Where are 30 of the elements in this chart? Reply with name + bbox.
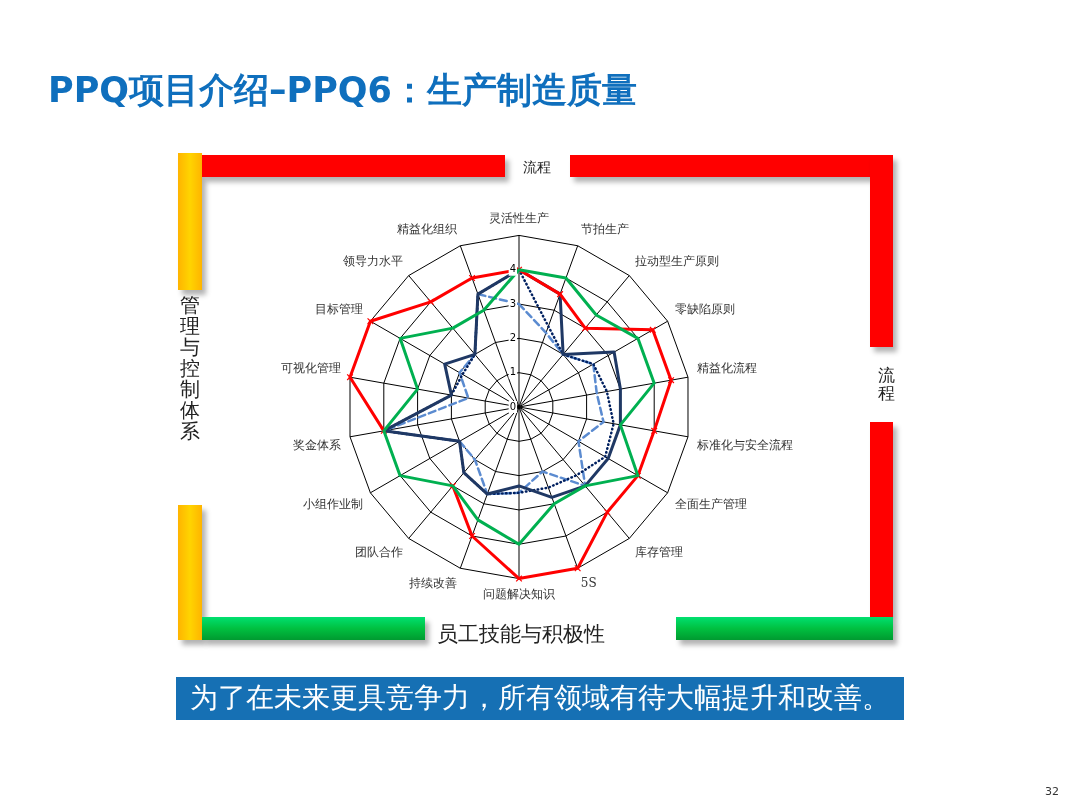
spoke-label: 5S [580,576,597,591]
spoke-label: 灵活性生产 [489,211,549,226]
spoke-label: 全面生产管理 [675,496,748,511]
spoke-label: 精益化流程 [696,360,757,375]
spoke-label: 小组作业制 [302,496,363,511]
spoke-label: 可视化管理 [281,360,342,375]
spoke-label: 目标管理 [314,301,363,316]
spoke-label: 节拍生产 [580,222,629,237]
y-tick-label: 1 [509,366,517,378]
y-tick-label: 0 [509,400,517,412]
spoke-label: 领导力水平 [342,253,403,268]
spoke-label: 团队合作 [354,544,403,559]
spoke-label: 奖金体系 [293,437,342,452]
y-tick-label: 3 [509,297,517,309]
spoke-label: 精益化组织 [397,222,458,237]
text: 为了在未来更具竞争力，所有领域有待大幅提升和改善。 [190,681,890,715]
spoke-label: 标准化与安全流程 [695,437,793,452]
spoke-label: 拉动型生产原则 [635,253,720,268]
text: 流程 [523,158,551,176]
spoke-label: 零缺陷原则 [675,301,736,316]
chart-title: PPQ项目介绍–PPQ6：生产制造质量 [48,69,637,111]
spoke-label: 持续改善 [409,576,458,591]
spoke-label: 库存管理 [635,544,684,559]
spoke-label: 问题解决知识 [483,586,555,601]
text: 员工技能与积极性 [437,621,605,647]
text: 流程 [877,365,895,403]
y-tick-label: 4 [509,263,517,275]
text: 管理与控制体系 [180,292,200,443]
y-tick-label: 2 [509,331,517,343]
text: 32 [1045,784,1059,798]
